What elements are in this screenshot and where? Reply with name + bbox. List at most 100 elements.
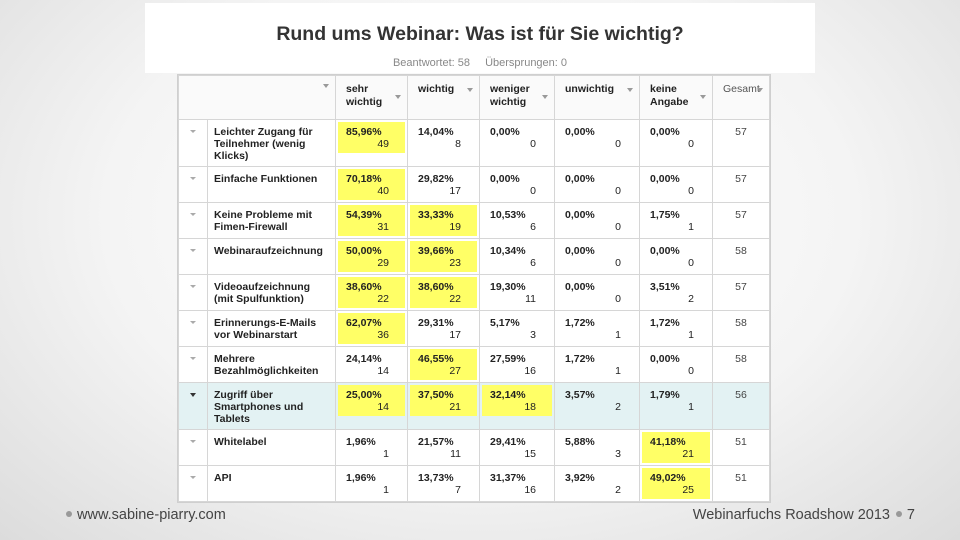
cell-percent: 3,51% — [650, 281, 680, 293]
column-header-sehr-wichtig[interactable]: sehr wichtig — [335, 75, 408, 120]
chevron-down-icon[interactable] — [190, 393, 196, 397]
cell-uw: 3,92% 2 — [554, 465, 640, 502]
cell-percent: 0,00% — [650, 173, 680, 185]
cell-percent: 21,57% — [418, 436, 454, 448]
cell-count: 1 — [688, 329, 694, 341]
cell-count: 16 — [524, 365, 536, 377]
cell-uw: 1,72% 1 — [554, 310, 640, 347]
chevron-down-icon[interactable] — [190, 213, 196, 216]
cell-count: 0 — [615, 257, 621, 269]
row-expand-toggle[interactable] — [178, 429, 208, 466]
chevron-down-icon[interactable] — [190, 476, 196, 479]
cell-wn: 29,41% 15 — [479, 429, 555, 466]
table-row[interactable]: Keine Probleme mit Fimen-Firewall 54,39% 3… — [178, 202, 770, 239]
column-header-keine-angabe[interactable]: keine Angabe — [639, 75, 713, 120]
cell-ka: 1,75% 1 — [639, 202, 713, 239]
cell-count: 29 — [377, 257, 389, 269]
column-header-gesamt[interactable]: Gesamt — [712, 75, 770, 120]
cell-wn: 19,30% 11 — [479, 274, 555, 311]
label-column-header[interactable] — [178, 75, 336, 120]
chevron-down-icon[interactable] — [190, 440, 196, 443]
cell-wn: 31,37% 16 — [479, 465, 555, 502]
sort-arrow-icon[interactable] — [395, 95, 401, 99]
cell-count: 21 — [682, 448, 694, 460]
cell-count: 6 — [530, 257, 536, 269]
cell-count: 1 — [688, 221, 694, 233]
row-expand-toggle[interactable] — [178, 202, 208, 239]
column-header-wichtig[interactable]: wichtig — [407, 75, 480, 120]
cell-percent: 29,82% — [418, 173, 454, 185]
cell-wn: 0,00% 0 — [479, 166, 555, 203]
cell-gesamt: 58 — [712, 238, 770, 275]
row-expand-toggle[interactable] — [178, 310, 208, 347]
cell-percent: 1,79% — [650, 389, 680, 401]
cell-count: 36 — [377, 329, 389, 341]
cell-gesamt: 57 — [712, 166, 770, 203]
table-row[interactable]: Erinnerungs-E-Mails vor Webinarstart 62,0… — [178, 310, 770, 347]
cell-gesamt: 51 — [712, 465, 770, 502]
cell-gesamt: 57 — [712, 202, 770, 239]
cell-gesamt: 57 — [712, 119, 770, 167]
cell-count: 1 — [615, 329, 621, 341]
cell-w: 33,33% 19 — [407, 202, 480, 239]
cell-count: 3 — [530, 329, 536, 341]
table-row[interactable]: Whitelabel 1,96% 1 21,57% 11 29,41% 15 5,88% 3 41… — [178, 429, 770, 466]
cell-count: 2 — [615, 401, 621, 413]
cell-percent: 39,66% — [418, 245, 454, 257]
row-expand-toggle[interactable] — [178, 119, 208, 167]
chevron-down-icon[interactable] — [190, 130, 196, 133]
row-label: Keine Probleme mit Fimen-Firewall — [207, 202, 336, 239]
cell-percent: 31,37% — [490, 472, 526, 484]
row-label: Einfache Funktionen — [207, 166, 336, 203]
row-expand-toggle[interactable] — [178, 166, 208, 203]
sort-arrow-icon[interactable] — [757, 88, 763, 92]
table-row[interactable]: Mehrere Bezahlmöglichkeiten 24,14% 14 46,55… — [178, 346, 770, 383]
cell-ka: 0,00% 0 — [639, 346, 713, 383]
sort-arrow-icon[interactable] — [700, 95, 706, 99]
table-header-row: sehr wichtig wichtig weniger wichtig unwic… — [178, 75, 770, 120]
chevron-down-icon[interactable] — [190, 321, 196, 324]
cell-percent: 27,59% — [490, 353, 526, 365]
cell-count: 22 — [377, 293, 389, 305]
row-expand-toggle[interactable] — [178, 274, 208, 311]
cell-count: 1 — [383, 448, 389, 460]
cell-percent: 10,53% — [490, 209, 526, 221]
cell-count: 1 — [615, 365, 621, 377]
cell-count: 17 — [449, 185, 461, 197]
row-label: Webinaraufzeichnung — [207, 238, 336, 275]
table-row[interactable]: Videoaufzeichnung (mit Spulfunktion) 38,6… — [178, 274, 770, 311]
row-expand-toggle[interactable] — [178, 465, 208, 502]
cell-percent: 13,73% — [418, 472, 454, 484]
row-expand-toggle[interactable] — [178, 382, 208, 430]
table-row[interactable]: Einfache Funktionen 70,18% 40 29,82% 17 0,00%… — [178, 166, 770, 203]
chevron-down-icon[interactable] — [190, 357, 196, 360]
sort-arrow-icon[interactable] — [467, 88, 473, 92]
column-header-weniger-wichtig[interactable]: weniger wichtig — [479, 75, 555, 120]
cell-count: 17 — [449, 329, 461, 341]
cell-w: 29,82% 17 — [407, 166, 480, 203]
cell-uw: 0,00% 0 — [554, 274, 640, 311]
sort-arrow-icon[interactable] — [323, 84, 329, 88]
column-header-unwichtig[interactable]: unwichtig — [554, 75, 640, 120]
sort-arrow-icon[interactable] — [542, 95, 548, 99]
cell-percent: 1,72% — [650, 317, 680, 329]
sort-arrow-icon[interactable] — [627, 88, 633, 92]
table-row[interactable]: Webinaraufzeichnung 50,00% 29 39,66% 23 10,34… — [178, 238, 770, 275]
footer-event: Webinarfuchs Roadshow 2013 — [692, 507, 890, 523]
cell-count: 0 — [615, 293, 621, 305]
cell-sw: 54,39% 31 — [335, 202, 408, 239]
cell-count: 0 — [688, 257, 694, 269]
table-row[interactable]: Zugriff über Smartphones und Tablets 25,0… — [178, 382, 770, 430]
row-expand-toggle[interactable] — [178, 346, 208, 383]
row-expand-toggle[interactable] — [178, 238, 208, 275]
cell-count: 27 — [449, 365, 461, 377]
cell-count: 15 — [524, 448, 536, 460]
cell-w: 38,60% 22 — [407, 274, 480, 311]
chevron-down-icon[interactable] — [190, 249, 196, 252]
table-row[interactable]: API 1,96% 1 13,73% 7 31,37% 16 3,92% 2 49,02% 25 51 — [178, 465, 770, 502]
chevron-down-icon[interactable] — [190, 285, 196, 288]
cell-wn: 10,53% 6 — [479, 202, 555, 239]
chevron-down-icon[interactable] — [190, 177, 196, 180]
cell-uw: 5,88% 3 — [554, 429, 640, 466]
table-row[interactable]: Leichter Zugang für Teilnehmer (wenig Kl… — [178, 119, 770, 167]
